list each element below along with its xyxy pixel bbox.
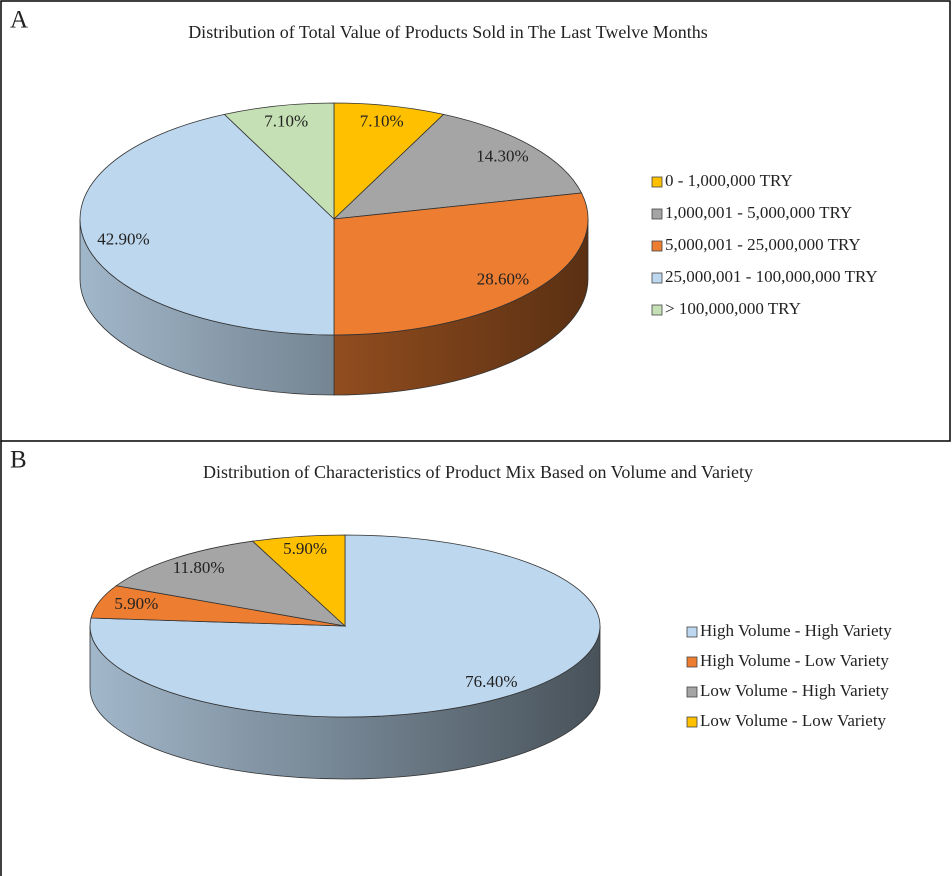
pie-slice — [223, 102, 335, 220]
data-label: 5.90% — [283, 539, 327, 558]
data-label: 42.90% — [97, 230, 149, 249]
legend-swatch — [686, 656, 698, 668]
legend-swatch — [686, 686, 698, 698]
panel-border — [0, 0, 951, 442]
data-label: 76.40% — [465, 672, 517, 691]
legend-label: High Volume - High Variety — [700, 621, 892, 640]
legend-label: 5,000,001 - 25,000,000 TRY — [665, 235, 861, 254]
data-label: 28.60% — [477, 269, 529, 288]
legend-swatch — [651, 272, 663, 284]
legend-label: Low Volume - High Variety — [700, 681, 889, 700]
legend-label: 0 - 1,000,000 TRY — [665, 171, 793, 190]
legend-label: High Volume - Low Variety — [700, 651, 889, 670]
pie-slice — [333, 102, 445, 220]
pie-slice — [332, 113, 583, 220]
data-label: 11.80% — [173, 558, 225, 577]
data-label: 7.10% — [264, 112, 308, 131]
pie-slice — [79, 113, 335, 336]
data-label: 14.30% — [476, 146, 528, 165]
pie-slice — [333, 192, 589, 336]
legend-swatch — [686, 716, 698, 728]
pie-slice — [115, 540, 347, 627]
legend-swatch — [686, 626, 698, 638]
legend-label: 25,000,001 - 100,000,000 TRY — [665, 267, 878, 286]
chart-title: Distribution of Characteristics of Produ… — [203, 462, 753, 482]
legend-swatch — [651, 176, 663, 188]
panel-label: A — [10, 7, 28, 34]
legend-swatch — [651, 208, 663, 220]
data-label: 5.90% — [114, 594, 158, 613]
legend-swatch — [651, 240, 663, 252]
legend-label: > 100,000,000 TRY — [665, 299, 801, 318]
data-label: 7.10% — [360, 112, 404, 131]
panel-label: B — [10, 447, 27, 474]
pie-slice — [251, 534, 346, 627]
legend-label: Low Volume - Low Variety — [700, 711, 887, 730]
legend-label: 1,000,001 - 5,000,000 TRY — [665, 203, 852, 222]
chart-title: Distribution of Total Value of Products … — [188, 22, 708, 42]
legend-swatch — [651, 304, 663, 316]
